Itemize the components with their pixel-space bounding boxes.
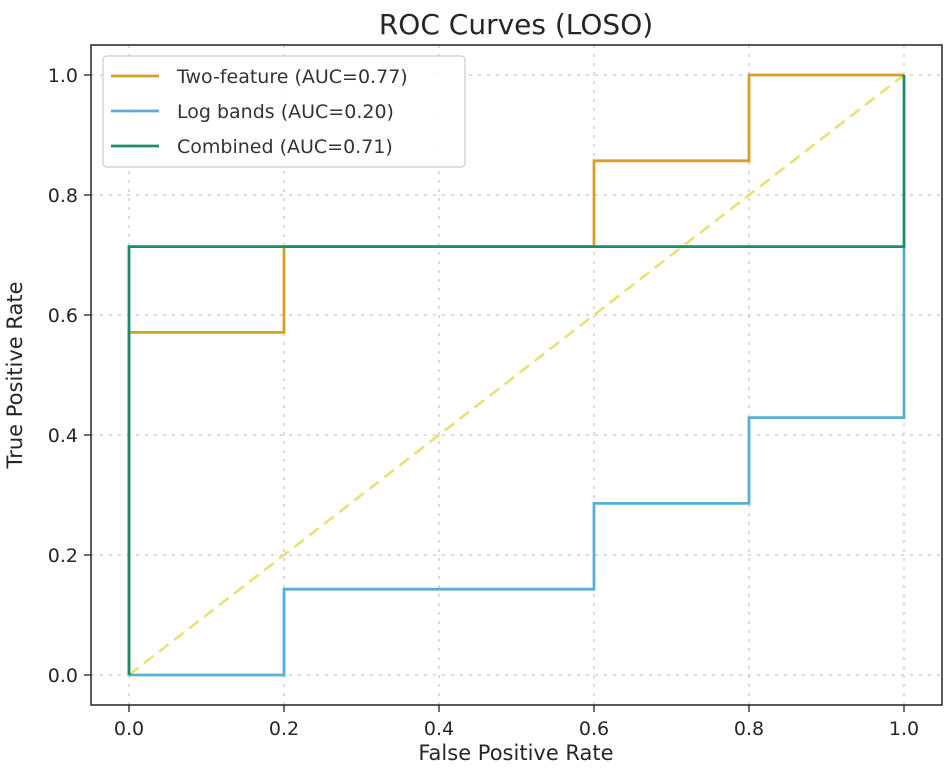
y-tick-label: 0.4 bbox=[48, 425, 78, 447]
y-tick-label: 0.0 bbox=[48, 665, 78, 687]
x-tick-label: 0.2 bbox=[269, 718, 299, 740]
plot-frame bbox=[90, 44, 943, 706]
x-axis-label: False Positive Rate bbox=[418, 741, 613, 765]
legend-box bbox=[102, 55, 466, 168]
legend-label: Two-feature (AUC=0.77) bbox=[176, 66, 408, 88]
chart-title: ROC Curves (LOSO) bbox=[379, 8, 653, 41]
y-tick-label: 0.2 bbox=[48, 545, 78, 567]
ticks: 0.0 0.2 0.4 0.6 0.8 1.0 0.0 0.2 0.4 0.6 0.8 1.0 bbox=[48, 65, 919, 740]
y-tick-label: 0.6 bbox=[48, 305, 78, 327]
y-tick-label: 1.0 bbox=[48, 65, 78, 87]
combined-line bbox=[127, 75, 906, 675]
legend-label: Combined (AUC=0.71) bbox=[177, 136, 393, 158]
y-tick-label: 0.8 bbox=[48, 185, 78, 207]
chance-line bbox=[128, 74, 905, 676]
x-tick-label: 0.0 bbox=[114, 718, 144, 740]
legend: Two-feature (AUC=0.77) Log bands (AUC=0.2… bbox=[102, 55, 466, 168]
chance-diagonal bbox=[128, 74, 905, 676]
x-tick-label: 1.0 bbox=[889, 718, 919, 740]
legend-label: Log bands (AUC=0.20) bbox=[177, 101, 394, 123]
x-tick-label: 0.4 bbox=[424, 718, 454, 740]
x-tick-label: 0.6 bbox=[579, 718, 609, 740]
log-bands-line bbox=[129, 246, 906, 677]
series-lines bbox=[127, 73, 906, 677]
y-axis-label: True Positive Rate bbox=[3, 281, 27, 469]
x-tick-label: 0.8 bbox=[734, 718, 764, 740]
